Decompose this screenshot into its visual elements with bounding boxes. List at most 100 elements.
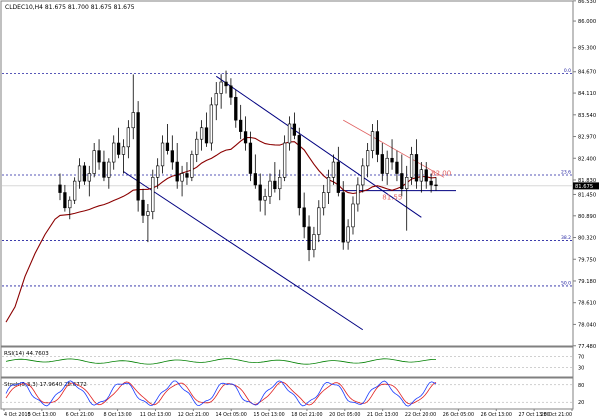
- candle-body: [146, 211, 150, 216]
- candle-body: [414, 154, 419, 182]
- x-tick-label: 18 Oct 21:00: [291, 412, 322, 417]
- candle-body: [419, 169, 423, 182]
- y-tick-label: 81.450: [578, 192, 596, 198]
- candle-body: [282, 142, 287, 178]
- candle-body: [395, 161, 399, 174]
- fib-level-label: 0.0: [564, 68, 571, 74]
- candle-body: [87, 173, 91, 182]
- x-tick-label: 14 Oct 05:00: [216, 412, 247, 417]
- candle-body: [287, 123, 292, 144]
- candle-body: [341, 192, 345, 243]
- candle-body: [58, 184, 62, 193]
- candle-body: [165, 142, 170, 151]
- fib-level-label: 38.2: [561, 235, 571, 241]
- y-tick-label: 83.540: [578, 113, 596, 119]
- x-tick-label: 26 Oct 05:00: [443, 412, 474, 417]
- stoch-title: Stoch(5,3,3) 17.9640 25.6772: [4, 382, 87, 388]
- candle-body: [126, 127, 131, 148]
- annotation-label: 82.00: [431, 170, 451, 178]
- current-price-value: 81.675: [575, 184, 593, 190]
- x-tick-label: 5 Oct 13:00: [28, 412, 56, 417]
- candle-body: [214, 93, 218, 106]
- candle-body: [68, 199, 72, 209]
- x-tick-label: 6 Oct 21:00: [66, 412, 94, 417]
- candle-body: [102, 161, 106, 178]
- candle-body: [239, 119, 243, 132]
- x-tick-label: 26 Oct 13:00: [481, 412, 512, 417]
- y-tick-label: 81.830: [578, 178, 596, 184]
- y-tick-label: 86.000: [578, 19, 596, 25]
- candle-body: [258, 184, 262, 201]
- y-tick-label: 86.530: [578, 0, 596, 5]
- x-tick-label: 22 Oct 20:00: [405, 412, 436, 417]
- candle-body: [160, 142, 165, 167]
- chart-title: CLDEC10,H4 81.675 81.700 81.675 81.675: [5, 4, 135, 11]
- candle-body: [346, 226, 350, 243]
- stoch-signal-line: [5, 381, 437, 406]
- candle-body: [219, 81, 223, 94]
- channel-lower-line: [123, 171, 364, 331]
- candle-body: [229, 85, 233, 98]
- candle-body: [400, 173, 404, 190]
- rsi-tick-label: 30: [578, 366, 584, 372]
- candle-body: [243, 131, 248, 144]
- x-tick-label: 27 Oct 13:00: [518, 412, 549, 417]
- candle-body: [170, 150, 174, 163]
- candle-body: [199, 127, 204, 140]
- x-tick-label: 8 Oct 13:00: [103, 412, 131, 417]
- candle-body: [263, 196, 267, 201]
- candle-body: [336, 161, 340, 193]
- candle-body: [385, 157, 389, 174]
- candle-body: [312, 234, 316, 251]
- stoch-pane-frame: [0, 377, 574, 410]
- candle-body: [380, 154, 384, 174]
- candle-body: [77, 165, 82, 182]
- candle-body: [204, 127, 209, 144]
- x-tick-label: 4 Oct 2010: [4, 412, 31, 417]
- candle-body: [273, 180, 277, 190]
- fib-level-label: 50.0: [561, 280, 571, 286]
- candle-body: [185, 173, 189, 178]
- candle-body: [248, 142, 253, 174]
- candle-body: [82, 165, 87, 182]
- y-tick-label: 84.110: [578, 91, 596, 97]
- candle-body: [234, 96, 238, 121]
- current-price-tag: [573, 182, 599, 190]
- candle-body: [151, 177, 155, 212]
- x-tick-label: 28 Oct 21:00: [541, 412, 572, 417]
- candle-body: [322, 192, 326, 209]
- candle-body: [180, 173, 184, 182]
- candle-body: [92, 150, 96, 174]
- candle-body: [292, 123, 297, 136]
- y-tick-label: 82.970: [578, 135, 596, 141]
- y-tick-label: 80.320: [578, 236, 596, 242]
- y-tick-label: 77.480: [578, 344, 596, 350]
- candle-body: [278, 177, 282, 190]
- candle-body: [112, 142, 116, 163]
- candle-body: [175, 161, 179, 182]
- candle-body: [365, 150, 370, 167]
- candle-body: [361, 165, 365, 186]
- candle-body: [136, 112, 140, 201]
- candle-body: [429, 180, 433, 186]
- rsi-pane-frame: [0, 346, 574, 378]
- y-tick-label: 80.890: [578, 214, 596, 220]
- candle-body: [156, 165, 160, 178]
- candle-body: [224, 81, 228, 87]
- annotation-label: 81.55: [382, 194, 402, 202]
- candle-body: [209, 104, 214, 144]
- candle-body: [97, 150, 101, 163]
- candle-body: [424, 169, 428, 182]
- y-tick-label: 78.610: [578, 301, 596, 307]
- candle-body: [390, 157, 394, 163]
- channel-upper-line: [215, 75, 422, 218]
- candle-body: [190, 154, 194, 178]
- candle-body: [405, 177, 409, 190]
- candle-body: [141, 199, 145, 216]
- candle-body: [307, 226, 311, 251]
- candle-body: [317, 207, 321, 235]
- y-tick-label: 78.040: [578, 322, 596, 328]
- candle-body: [268, 180, 272, 197]
- stoch-tick-label: 80: [578, 383, 584, 389]
